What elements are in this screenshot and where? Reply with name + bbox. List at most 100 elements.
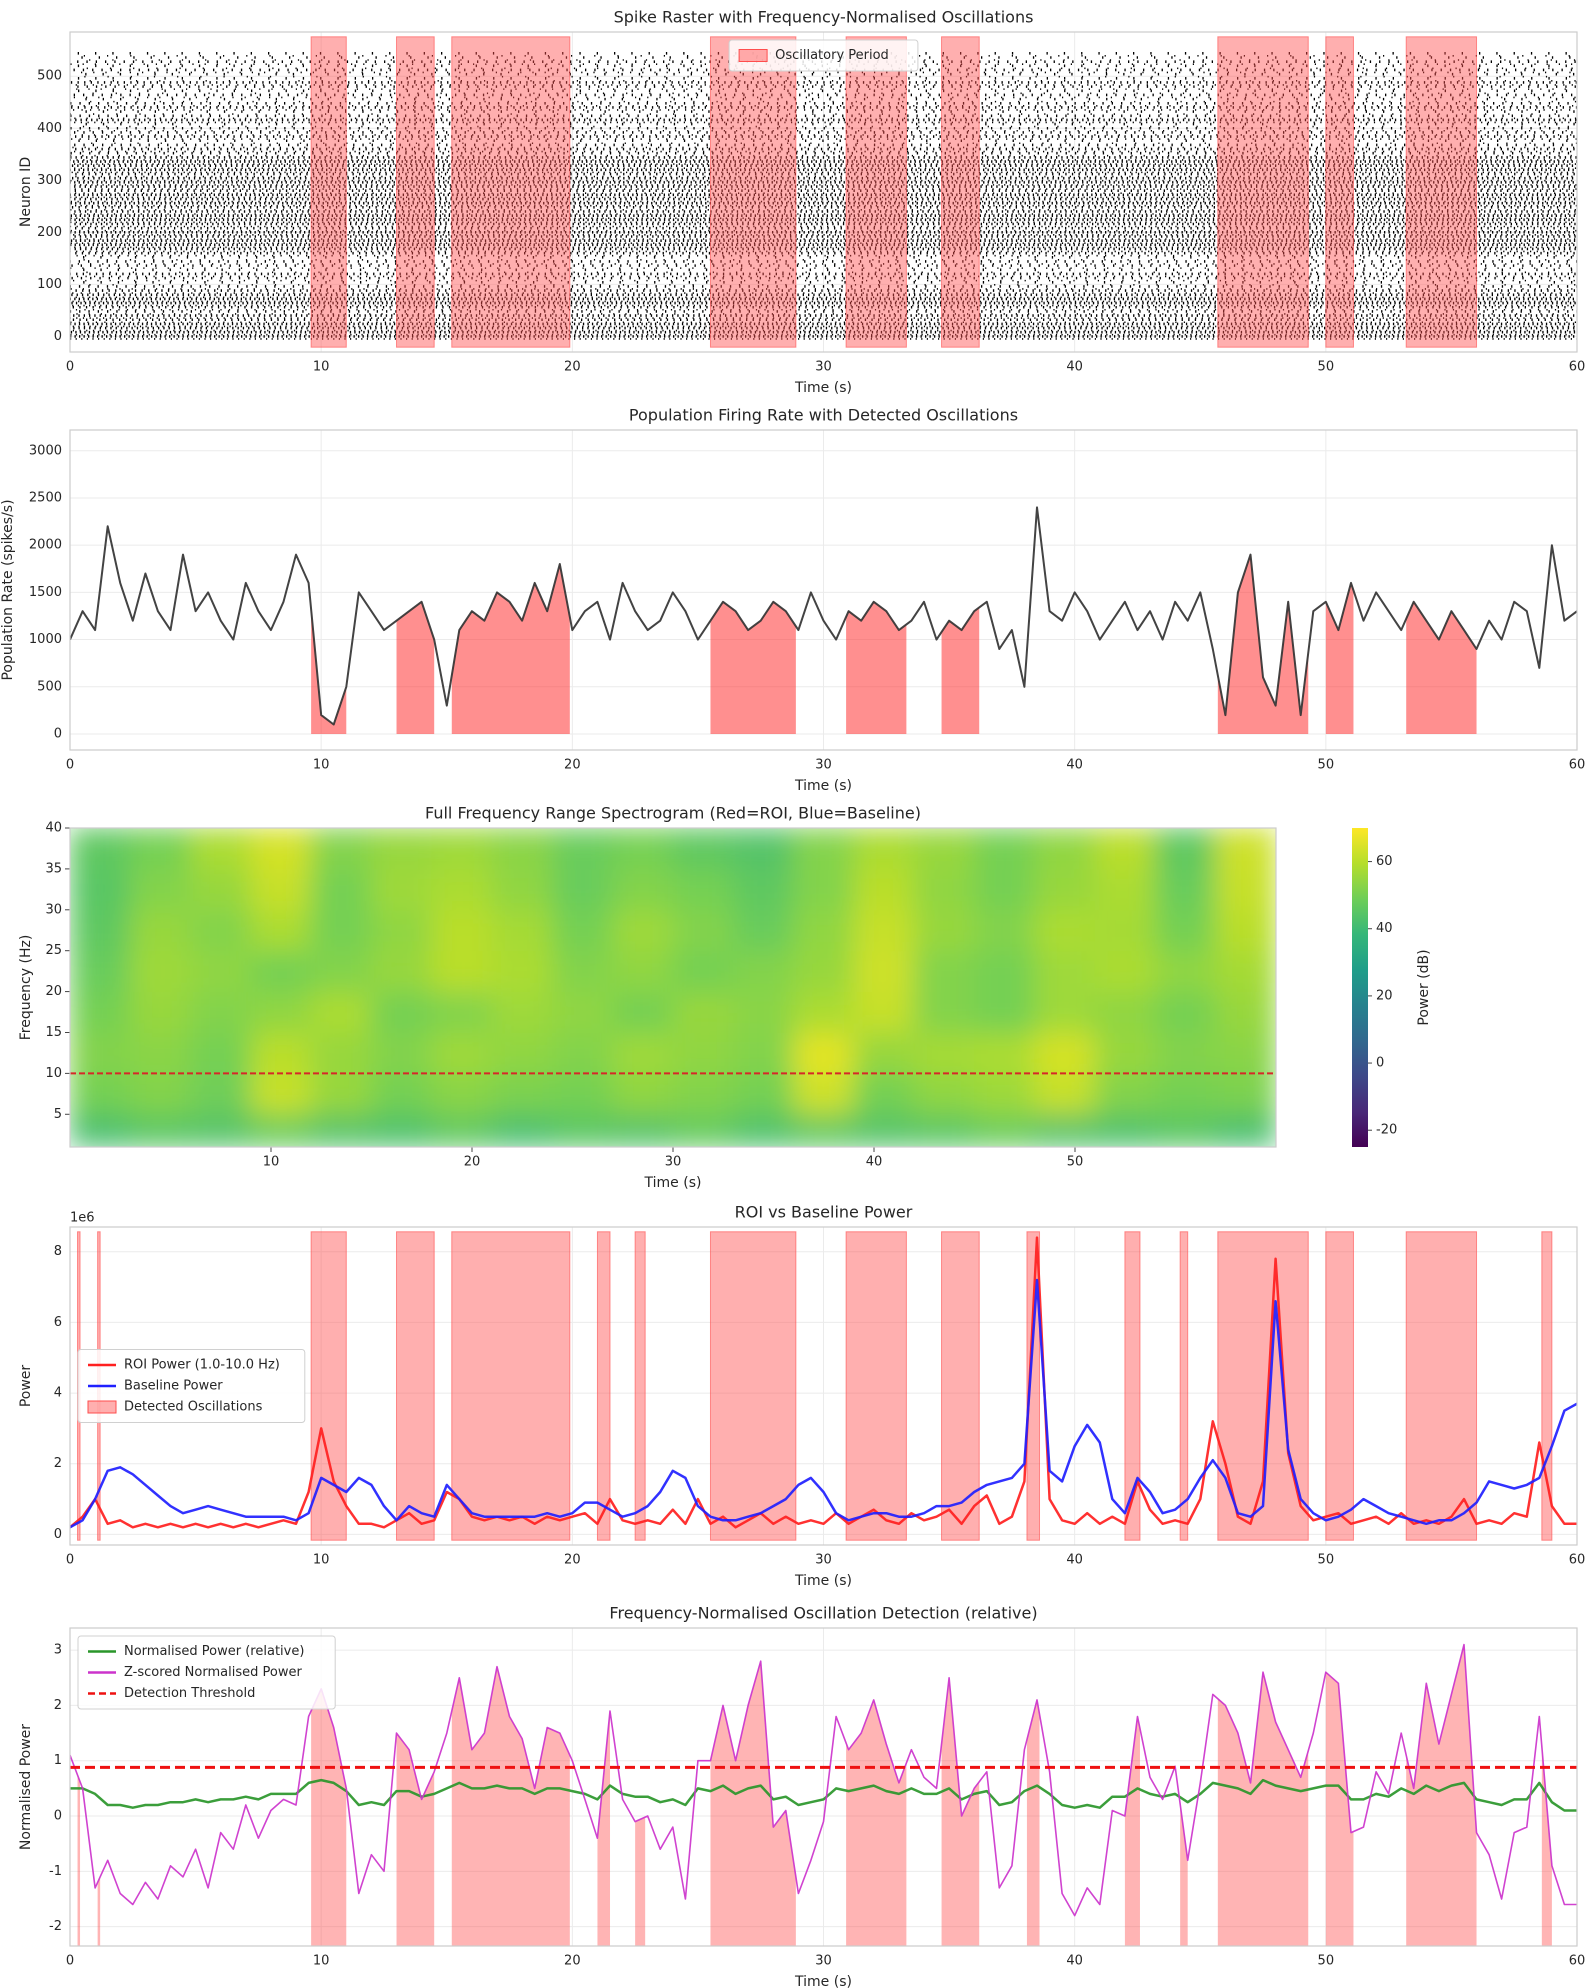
heat-cell (491, 1113, 553, 1147)
oscillation-period (634, 1231, 646, 1541)
colorbar-tick-label: 40 (1376, 921, 1393, 936)
heat-cell (491, 1072, 553, 1115)
heat-cell (491, 868, 553, 911)
heat-cell (853, 1072, 915, 1115)
colorbar-tick-label: 0 (1376, 1056, 1384, 1071)
plot-content (70, 828, 1276, 1147)
legend-label: Oscillatory Period (775, 48, 889, 63)
legend-label: Detection Threshold (124, 1686, 255, 1701)
x-tick-label: 50 (1318, 1553, 1335, 1568)
heat-cell (491, 1031, 553, 1074)
heat-cell (732, 828, 795, 870)
legend: Normalised Power (relative) Z-scored Norm… (77, 1635, 336, 1710)
heat-cell (190, 909, 252, 952)
legend-label: Detected Oscillations (124, 1400, 263, 1415)
heat-cell (672, 1072, 734, 1115)
oscillation-period (396, 36, 435, 348)
spectrogram (70, 828, 1276, 1147)
heat-cell (913, 1031, 975, 1074)
y-tick-label: 3000 (29, 443, 62, 458)
heat-cell (129, 1031, 192, 1074)
heat-cell (129, 909, 192, 952)
heat-cell (1215, 828, 1276, 870)
y-tick-label: 2500 (29, 490, 62, 505)
heat-cell (853, 868, 915, 911)
y-tick-label: 400 (37, 121, 62, 136)
heat-cell (793, 1072, 855, 1115)
y-axis-label: Population Rate (spikes/s) (0, 499, 16, 680)
heat-cell (70, 991, 131, 1033)
heat-cell (129, 828, 192, 870)
oscillation-period (709, 1231, 797, 1541)
heat-cell (612, 868, 674, 911)
oscillation-period (1325, 1231, 1354, 1541)
y-tick-label: 4 (54, 1386, 62, 1401)
y-tick-label: 10 (45, 1066, 62, 1081)
y-tick-label: 6 (54, 1315, 62, 1330)
plot-frame (69, 31, 1578, 353)
heat-cell (793, 950, 855, 993)
legend-box (77, 1349, 306, 1423)
x-axis-label: Time (s) (794, 380, 852, 396)
heat-cell (1215, 950, 1276, 993)
heat-cell (491, 909, 553, 952)
chart-title: Full Frequency Range Spectrogram (Red=RO… (425, 804, 921, 823)
heat-cell (1094, 868, 1156, 911)
y-tick-label: 500 (37, 679, 62, 694)
oscillation-period (77, 1644, 81, 1946)
heat-cell (1034, 1113, 1096, 1147)
heat-cell (974, 909, 1036, 952)
heat-cell (1154, 868, 1217, 911)
heat-cell (1094, 950, 1156, 993)
oscillation-period (310, 36, 347, 348)
heat-cell (371, 1072, 433, 1115)
heat-cell (612, 828, 674, 870)
y-axis-label: Power (18, 1365, 34, 1408)
heat-cell (310, 1031, 372, 1074)
heat-cell (913, 991, 975, 1033)
x-tick-label: 0 (66, 1553, 74, 1568)
heat-cell (371, 868, 433, 911)
x-tick-label: 10 (263, 1155, 280, 1170)
heat-cell (612, 1113, 674, 1147)
heat-cell (129, 1113, 192, 1147)
heat-cell (551, 1113, 614, 1147)
heat-cell (1034, 1072, 1096, 1115)
legend-swatch (87, 1400, 117, 1414)
oscillation-period (941, 36, 980, 348)
heat-cell (612, 1031, 674, 1074)
heat-cell (913, 950, 975, 993)
heat-cell (310, 1113, 372, 1147)
heat-cell (190, 950, 252, 993)
y-tick-label: 0 (54, 1809, 62, 1824)
heat-cell (1034, 950, 1096, 993)
heat-cell (1154, 991, 1217, 1033)
y-tick-label: 0 (54, 1527, 62, 1542)
colorbar (1352, 828, 1368, 1147)
heat-cell (1094, 1072, 1156, 1115)
heat-cell (129, 868, 192, 911)
x-tick-label: 20 (564, 758, 581, 773)
heat-cell (551, 868, 614, 911)
y-tick-label: 300 (37, 173, 62, 188)
panel: Full Frequency Range Spectrogram (Red=RO… (18, 804, 1432, 1192)
heat-cell (974, 991, 1036, 1033)
y-tick-label: 1 (54, 1753, 62, 1768)
heat-cell (129, 991, 192, 1033)
legend: Oscillatory Period (728, 39, 919, 72)
heat-cell (672, 909, 734, 952)
heat-cell (371, 1113, 433, 1147)
panel: Frequency-Normalised Oscillation Detecti… (18, 1604, 1585, 1988)
x-tick-label: 50 (1318, 758, 1335, 773)
x-tick-label: 30 (815, 758, 832, 773)
heat-cell (1094, 1113, 1156, 1147)
colorbar-tick-label: -20 (1376, 1123, 1397, 1138)
heat-cell (551, 991, 614, 1033)
oscillation-period (1179, 1231, 1189, 1541)
heat-cell (310, 950, 372, 993)
heat-cell (853, 991, 915, 1033)
x-tick-label: 60 (1569, 1954, 1586, 1969)
heat-cell (672, 828, 734, 870)
heat-cell (974, 868, 1036, 911)
